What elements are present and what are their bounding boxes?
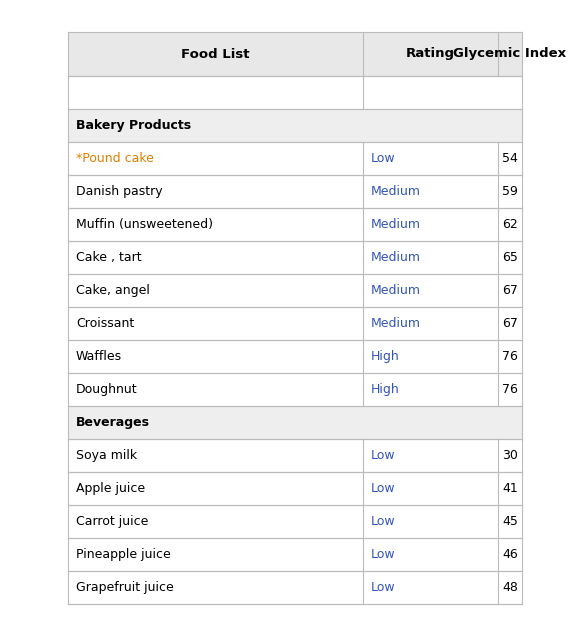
Bar [68, 373, 522, 406]
Text: 45: 45 [502, 515, 518, 528]
Text: Medium: Medium [371, 251, 421, 264]
Text: Medium: Medium [371, 317, 421, 330]
Text: Low: Low [371, 581, 395, 594]
Text: *Pound cake: *Pound cake [76, 152, 154, 165]
Text: Beverages: Beverages [76, 416, 150, 429]
Text: Croissant: Croissant [76, 317, 134, 330]
Text: Food List: Food List [181, 48, 250, 61]
Text: Medium: Medium [371, 218, 421, 231]
Text: Medium: Medium [371, 284, 421, 297]
Text: Muffin (unsweetened): Muffin (unsweetened) [76, 218, 213, 231]
Text: Soya milk: Soya milk [76, 449, 137, 462]
Text: 30: 30 [502, 449, 518, 462]
Bar [68, 32, 522, 76]
Text: Low: Low [371, 515, 395, 528]
Bar [68, 274, 522, 307]
Text: Rating: Rating [406, 48, 455, 61]
Bar [68, 76, 522, 109]
Text: 76: 76 [502, 383, 518, 396]
Text: Danish pastry: Danish pastry [76, 185, 163, 198]
Text: 48: 48 [502, 581, 518, 594]
Text: Apple juice: Apple juice [76, 482, 145, 495]
Bar [68, 208, 522, 241]
Bar [68, 241, 522, 274]
Text: Low: Low [371, 548, 395, 561]
Bar [68, 571, 522, 604]
Bar [68, 175, 522, 208]
Bar [68, 109, 522, 142]
Text: Low: Low [371, 449, 395, 462]
Text: Grapefruit juice: Grapefruit juice [76, 581, 174, 594]
Text: Glycemic Index: Glycemic Index [453, 48, 566, 61]
Text: Carrot juice: Carrot juice [76, 515, 149, 528]
Bar [68, 505, 522, 538]
Bar [68, 307, 522, 340]
Bar [68, 142, 522, 175]
Text: Low: Low [371, 152, 395, 165]
Text: 76: 76 [502, 350, 518, 363]
Bar [68, 439, 522, 472]
Text: 41: 41 [502, 482, 518, 495]
Text: Pineapple juice: Pineapple juice [76, 548, 171, 561]
Text: 54: 54 [502, 152, 518, 165]
Text: 59: 59 [502, 185, 518, 198]
Text: 62: 62 [502, 218, 518, 231]
Bar [68, 538, 522, 571]
Text: High: High [371, 383, 400, 396]
Text: High: High [371, 350, 400, 363]
Text: Medium: Medium [371, 185, 421, 198]
Text: Doughnut: Doughnut [76, 383, 137, 396]
Text: Bakery Products: Bakery Products [76, 119, 191, 132]
Text: Waffles: Waffles [76, 350, 122, 363]
Text: 46: 46 [502, 548, 518, 561]
Text: 67: 67 [502, 317, 518, 330]
Text: Cake , tart: Cake , tart [76, 251, 142, 264]
Text: Cake, angel: Cake, angel [76, 284, 150, 297]
Text: 65: 65 [502, 251, 518, 264]
Bar [68, 406, 522, 439]
Text: 67: 67 [502, 284, 518, 297]
Text: Low: Low [371, 482, 395, 495]
Bar [68, 340, 522, 373]
Bar [68, 472, 522, 505]
